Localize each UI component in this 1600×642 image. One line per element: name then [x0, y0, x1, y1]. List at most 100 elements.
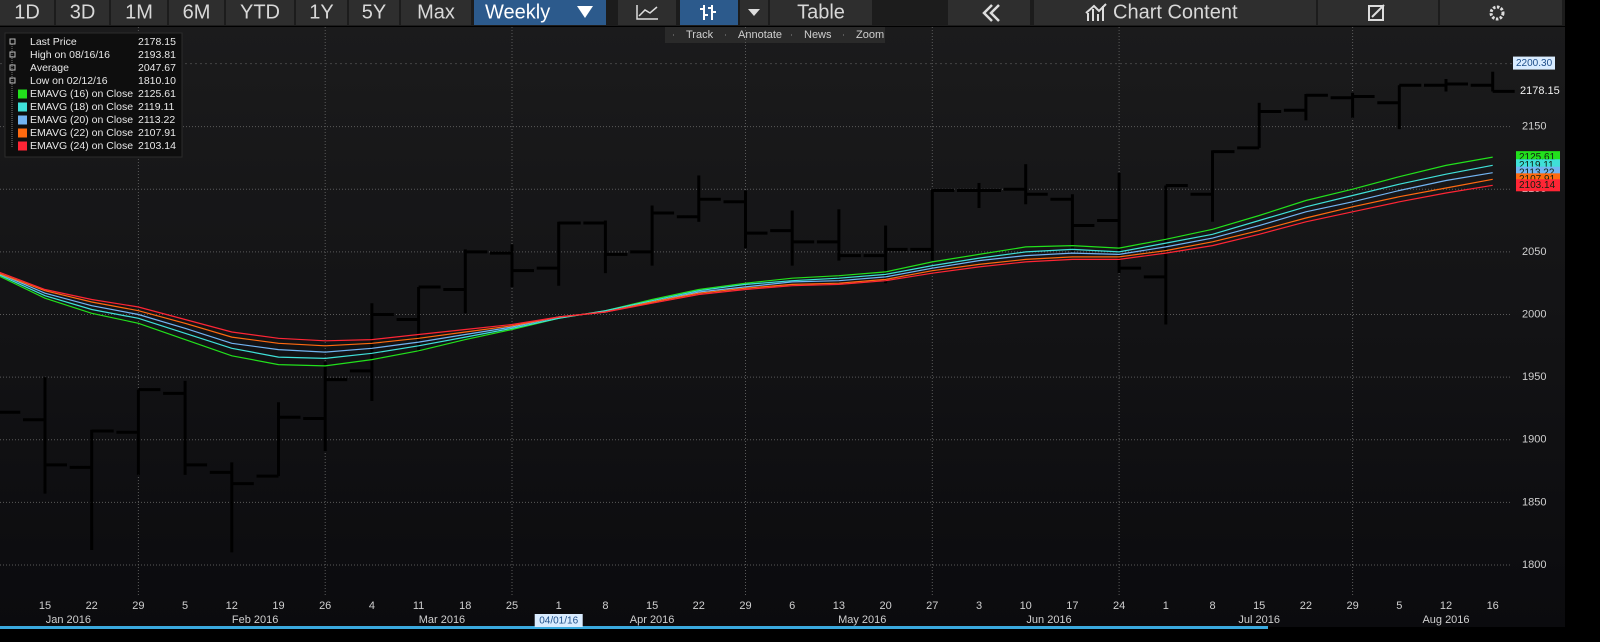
x-tick-label: 12 [226, 600, 238, 612]
collapse-button[interactable] [948, 0, 1030, 25]
bar-chart-button[interactable] [680, 0, 738, 25]
x-tick-label: 15 [646, 600, 658, 612]
tool-icon: · [790, 29, 793, 39]
y-tick-label: 1900 [1522, 434, 1546, 446]
chart-content-icon [1085, 3, 1107, 21]
x-tick-label: 18 [459, 600, 471, 612]
tool-button[interactable]: Zoom [856, 29, 884, 41]
legend-name: EMAVG (18) on Close [30, 101, 133, 113]
x-tick-label: 29 [132, 600, 144, 612]
range-button[interactable] [111, 0, 167, 25]
month-label: Apr 2016 [630, 614, 675, 626]
collapse-icon [982, 4, 1000, 22]
x-tick-label: 29 [739, 600, 751, 612]
cursor-y-box [1513, 56, 1555, 70]
summary-name: Low on 02/12/16 [30, 75, 108, 87]
x-tick-label: 20 [879, 600, 891, 612]
range-button[interactable] [296, 0, 347, 25]
tool-button[interactable]: Track [686, 29, 714, 41]
y-tick-label: 1950 [1522, 371, 1546, 383]
ema-tag-label: 2103.14 [1519, 180, 1556, 191]
summary-icon [9, 64, 16, 71]
month-label: Mar 2016 [419, 614, 465, 626]
edit-icon [1368, 4, 1385, 21]
x-tick-label: 26 [319, 600, 331, 612]
range-button[interactable] [0, 0, 54, 25]
tool-button[interactable]: Annotate [738, 29, 782, 41]
summary-name: Average [30, 62, 69, 74]
cursor-x-box [534, 614, 583, 627]
range-button[interactable] [349, 0, 399, 25]
frequency-label: Weekly [485, 1, 550, 23]
range-button[interactable] [226, 0, 294, 25]
range-button-label: 6M [183, 1, 211, 23]
tools-bar [665, 27, 885, 43]
chart-content-label: Chart Content [1113, 1, 1238, 23]
summary-value: 2193.81 [138, 49, 176, 61]
x-tick-label: 19 [272, 600, 284, 612]
summary-icon [9, 77, 16, 84]
edit-button[interactable] [1318, 0, 1438, 25]
x-tick-label: 27 [926, 600, 938, 612]
range-button[interactable] [169, 0, 224, 25]
summary-icon [9, 38, 16, 45]
x-tick-label: 1 [556, 600, 562, 612]
range-button-label: 5Y [362, 1, 386, 23]
month-label: May 2016 [838, 614, 886, 626]
ema-tag-label: 2113.22 [1519, 167, 1555, 178]
x-tick-label: 15 [39, 600, 51, 612]
range-button[interactable] [56, 0, 109, 25]
x-tick-label: 24 [1113, 600, 1125, 612]
table-button[interactable] [770, 0, 872, 25]
y-tick-label: 1800 [1522, 559, 1546, 571]
range-button-label: Max [417, 1, 455, 23]
x-tick-label: 25 [506, 600, 518, 612]
ema-line [0, 184, 1493, 342]
legend-swatch [18, 102, 27, 112]
ema-line [0, 164, 1493, 360]
y-tick-label: 2000 [1522, 308, 1546, 320]
settings-button[interactable] [1440, 0, 1562, 25]
range-button-label: 1M [125, 1, 153, 23]
line-chart-button[interactable] [618, 0, 676, 25]
x-tick-label: 6 [789, 600, 795, 612]
summary-name: High on 08/16/16 [30, 49, 110, 61]
tool-button[interactable]: News [804, 29, 832, 41]
legend-swatch [18, 115, 27, 125]
plot-background [0, 27, 1565, 627]
table-button-label: Table [797, 1, 845, 23]
ema-tag-label: 2119.11 [1519, 160, 1554, 171]
x-tick-label: 22 [1300, 600, 1312, 612]
chart-content-button[interactable] [1034, 0, 1316, 25]
summary-name: Last Price [30, 36, 77, 48]
x-tick-label: 16 [1487, 600, 1499, 612]
cursor-x-label: 04/01/16 [539, 616, 578, 627]
legend-swatch [18, 141, 27, 151]
legend-value: 2103.14 [138, 140, 176, 152]
tool-icon: · [842, 29, 845, 39]
bottom-strip [0, 626, 1268, 629]
y-tick-label: 2050 [1522, 246, 1546, 258]
range-button-label: 1Y [309, 1, 333, 23]
legend-name: EMAVG (24) on Close [30, 140, 133, 152]
legend-value: 2119.11 [138, 101, 175, 113]
bar-icon [700, 5, 716, 20]
y-tick-label: 1850 [1522, 496, 1546, 508]
legend-value: 2113.22 [138, 114, 175, 126]
menu-arrow [748, 9, 760, 16]
range-button[interactable] [401, 0, 471, 25]
legend-value: 2107.91 [138, 127, 176, 139]
bars [0, 71, 1515, 553]
legend-swatch [18, 128, 27, 138]
range-button-label: YTD [240, 1, 280, 23]
x-tick-label: 15 [1253, 600, 1265, 612]
ema-tag-label: 2125.61 [1519, 152, 1556, 163]
legend-box [4, 32, 183, 158]
ema-line [0, 156, 1493, 367]
range-button-label: 1D [14, 1, 40, 23]
tool-icon: · [724, 29, 727, 39]
month-label: Jan 2016 [46, 614, 91, 626]
x-tick-label: 8 [602, 600, 608, 612]
month-label: Jun 2016 [1026, 614, 1071, 626]
ema-lines [0, 156, 1493, 367]
